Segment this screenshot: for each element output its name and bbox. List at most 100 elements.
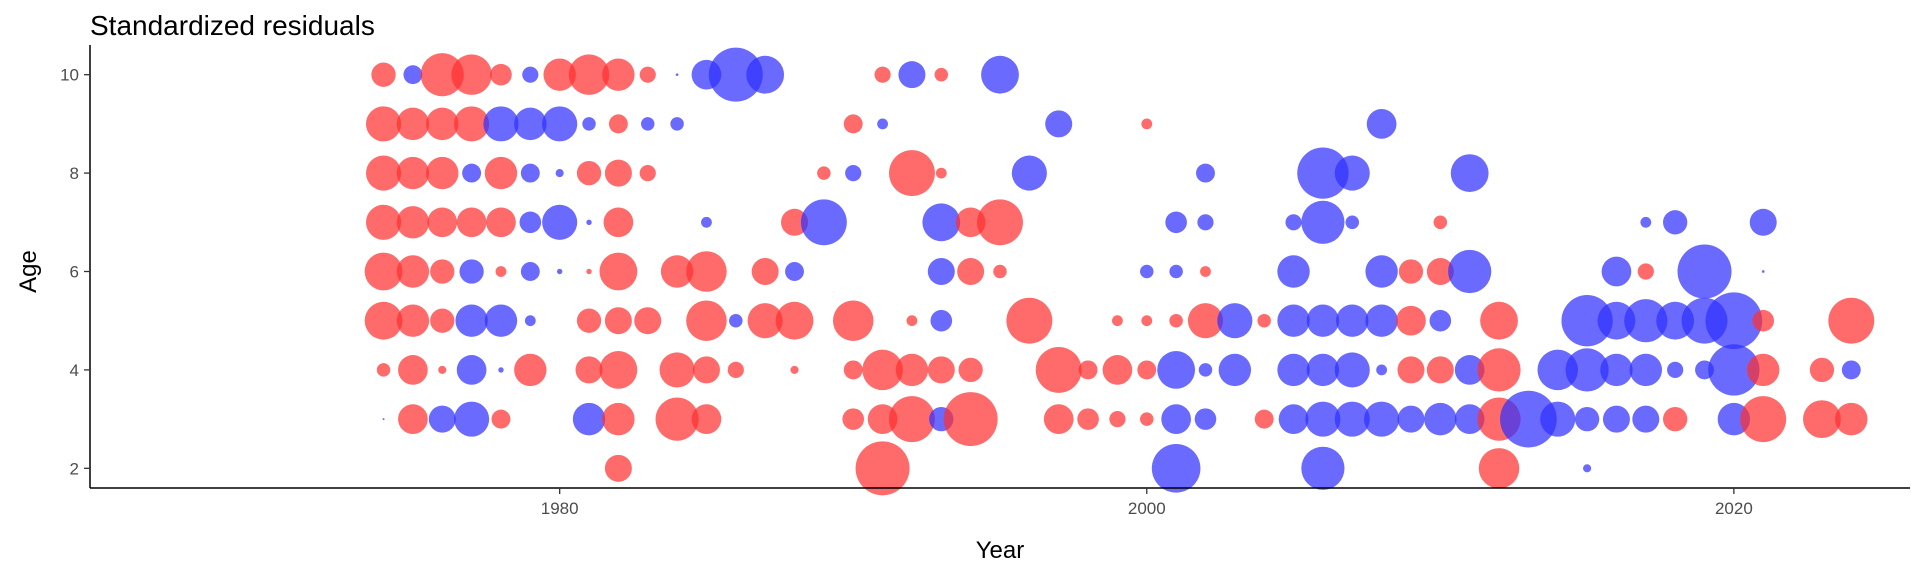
negative-residual-bubble [1334, 352, 1370, 388]
positive-residual-bubble [1809, 357, 1835, 383]
negative-residual-bubble [1306, 304, 1340, 337]
positive-residual-bubble [1835, 402, 1868, 436]
positive-residual-bubble [486, 207, 516, 238]
x-axis-ticks: 1980 2000 2020 [541, 488, 1753, 518]
positive-residual-bubble [895, 353, 929, 387]
negative-residual-bubble [898, 61, 926, 89]
positive-residual-bubble [888, 150, 935, 197]
negative-residual-bubble [670, 117, 684, 131]
positive-residual-bubble [365, 155, 402, 191]
positive-residual-bubble [817, 166, 831, 180]
positive-residual-bubble [1477, 348, 1521, 392]
positive-residual-bubble [943, 392, 998, 447]
negative-residual-bubble [522, 66, 539, 83]
positive-residual-bubble [398, 404, 428, 434]
positive-residual-bubble [1663, 406, 1688, 432]
negative-residual-bubble [403, 65, 423, 85]
positive-residual-bubble [1043, 404, 1074, 434]
positive-residual-bubble [1141, 118, 1153, 130]
negative-residual-bubble [845, 164, 862, 182]
positive-residual-bubble [790, 365, 799, 374]
positive-residual-bubble [1478, 448, 1520, 489]
negative-residual-bubble [484, 304, 518, 337]
negative-residual-bubble [746, 55, 785, 94]
negative-residual-bubble [1301, 446, 1345, 490]
y-tick-label: 2 [70, 459, 79, 478]
negative-residual-bubble [1663, 210, 1688, 235]
negative-residual-bubble [640, 117, 655, 131]
positive-residual-bubble [1397, 356, 1425, 384]
positive-residual-bubble [599, 252, 638, 291]
positive-residual-bubble [514, 353, 547, 387]
negative-residual-bubble [1364, 401, 1400, 437]
negative-residual-bubble [1601, 256, 1632, 287]
negative-residual-bubble [555, 169, 564, 178]
negative-residual-bubble [428, 405, 456, 433]
positive-residual-bubble [575, 356, 603, 384]
negative-residual-bubble [1500, 390, 1557, 448]
negative-residual-bubble [1365, 304, 1398, 337]
positive-residual-bubble [867, 404, 898, 434]
negative-residual-bubble [1301, 200, 1345, 244]
negative-residual-bubble [1194, 408, 1217, 430]
negative-residual-bubble [785, 262, 804, 281]
negative-residual-bubble [675, 73, 679, 77]
negative-residual-bubble [1667, 361, 1684, 379]
y-tick-label: 8 [70, 164, 79, 183]
positive-residual-bubble [376, 363, 391, 377]
positive-residual-bubble [576, 308, 602, 333]
negative-residual-bubble [1450, 154, 1489, 192]
negative-residual-bubble [514, 107, 547, 141]
positive-residual-bubble [364, 252, 403, 291]
positive-residual-bubble [855, 441, 910, 496]
y-axis-ticks: 2 4 6 8 10 [60, 66, 90, 478]
positive-residual-bubble [608, 114, 628, 134]
y-tick-label: 10 [60, 66, 79, 85]
positive-residual-bubble [396, 206, 430, 239]
positive-residual-bubble [1102, 355, 1133, 385]
positive-residual-bubble [832, 300, 874, 341]
negative-residual-bubble [1161, 404, 1191, 434]
negative-residual-bubble [1597, 301, 1636, 340]
chart-title: Standardized residuals [90, 10, 375, 41]
positive-residual-bubble [842, 408, 865, 430]
negative-residual-bubble [1629, 353, 1663, 387]
negative-residual-bubble [1345, 215, 1360, 230]
positive-residual-bubble [1637, 263, 1654, 280]
positive-residual-bubble [727, 361, 744, 379]
negative-residual-bubble [520, 163, 540, 183]
negative-residual-bubble [1429, 309, 1452, 332]
negative-residual-bubble [1365, 255, 1398, 288]
negative-residual-bubble [1217, 303, 1253, 339]
negative-residual-bubble [1574, 406, 1600, 432]
positive-residual-bubble [603, 207, 634, 238]
positive-residual-bubble [602, 402, 635, 436]
negative-residual-bubble [1196, 163, 1215, 183]
positive-residual-bubble [1077, 408, 1099, 430]
negative-residual-bubble [520, 262, 540, 281]
negative-residual-bubble [1677, 244, 1732, 299]
positive-residual-bubble [1078, 360, 1098, 380]
negative-residual-bubble [498, 367, 504, 373]
negative-residual-bubble [586, 219, 592, 225]
negative-residual-bubble [382, 418, 385, 421]
negative-residual-bubble [1198, 363, 1213, 377]
positive-residual-bubble [427, 207, 458, 238]
negative-residual-bubble [1583, 464, 1592, 473]
positive-residual-bubble [1747, 353, 1780, 387]
negative-residual-bubble [1297, 147, 1349, 199]
positive-residual-bubble [634, 307, 662, 335]
negative-residual-bubble [1305, 401, 1341, 437]
negative-residual-bubble [1045, 110, 1073, 138]
positive-residual-bubble [751, 258, 779, 285]
negative-residual-bubble [1424, 402, 1457, 436]
positive-residual-bubble [602, 58, 635, 91]
positive-residual-bubble [604, 159, 632, 187]
positive-residual-bubble [396, 255, 430, 288]
positive-residual-bubble [874, 66, 891, 83]
positive-residual-bubble [1035, 346, 1082, 393]
negative-residual-bubble [572, 402, 606, 436]
negative-residual-bubble [930, 309, 953, 332]
negative-residual-bubble [1624, 299, 1668, 343]
positive-residual-bubble [586, 268, 592, 275]
